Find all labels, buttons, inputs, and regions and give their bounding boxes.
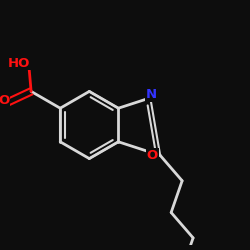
Text: O: O: [146, 148, 158, 162]
Text: N: N: [146, 88, 157, 102]
Text: HO: HO: [8, 57, 30, 70]
Text: O: O: [0, 94, 9, 107]
